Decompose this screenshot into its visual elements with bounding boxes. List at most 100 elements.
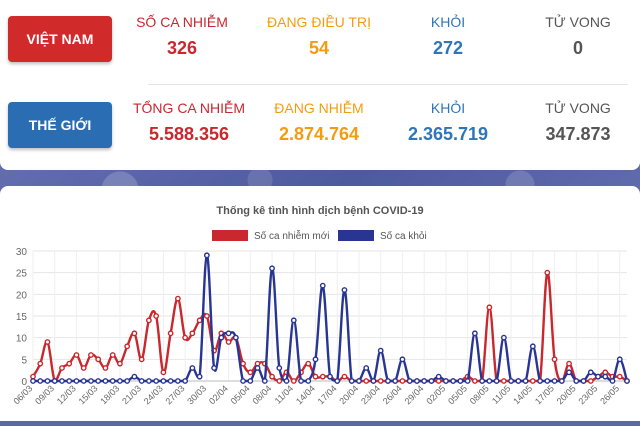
data-point[interactable]	[102, 378, 109, 384]
data-point[interactable]	[160, 378, 167, 384]
data-point[interactable]	[153, 378, 160, 384]
data-point[interactable]	[370, 378, 377, 384]
data-point[interactable]	[551, 356, 558, 363]
legend-label-1[interactable]: Số ca khỏi	[380, 230, 427, 242]
data-point[interactable]	[399, 378, 406, 384]
data-point[interactable]	[573, 378, 580, 384]
data-point[interactable]	[341, 373, 348, 380]
data-point[interactable]	[269, 373, 275, 380]
data-point[interactable]	[109, 378, 116, 384]
data-point[interactable]	[377, 378, 384, 384]
data-point[interactable]	[508, 378, 514, 384]
data-point[interactable]	[117, 360, 123, 367]
data-point[interactable]	[356, 378, 362, 384]
data-point[interactable]	[66, 378, 73, 384]
legend-label-0[interactable]: Số ca nhiễm mới	[254, 229, 329, 242]
data-point[interactable]	[189, 365, 196, 371]
data-point[interactable]	[312, 373, 319, 380]
data-point[interactable]	[544, 378, 551, 384]
data-point[interactable]	[334, 378, 341, 384]
data-point[interactable]	[124, 378, 131, 384]
data-point[interactable]	[479, 378, 486, 384]
data-point[interactable]	[392, 378, 399, 384]
data-point[interactable]	[44, 378, 51, 384]
data-point[interactable]	[558, 378, 565, 384]
data-point[interactable]	[609, 378, 616, 384]
data-point[interactable]	[211, 365, 217, 371]
data-point[interactable]	[305, 360, 312, 367]
data-point[interactable]	[471, 330, 478, 337]
data-point[interactable]	[377, 347, 384, 354]
data-point[interactable]	[59, 365, 65, 371]
data-point[interactable]	[160, 369, 167, 376]
data-point[interactable]	[146, 317, 152, 324]
data-point[interactable]	[225, 339, 232, 345]
data-point[interactable]	[131, 330, 138, 337]
data-point[interactable]	[500, 334, 507, 341]
data-point[interactable]	[174, 295, 181, 302]
data-point[interactable]	[44, 339, 51, 345]
data-point[interactable]	[240, 360, 246, 367]
data-point[interactable]	[109, 352, 116, 358]
data-point[interactable]	[174, 378, 181, 384]
data-point[interactable]	[153, 313, 160, 319]
data-point[interactable]	[218, 334, 225, 341]
data-point[interactable]	[254, 365, 261, 371]
data-point[interactable]	[493, 378, 500, 384]
data-point[interactable]	[616, 373, 623, 380]
data-point[interactable]	[131, 373, 138, 380]
data-point[interactable]	[269, 265, 275, 272]
data-point[interactable]	[471, 378, 478, 384]
data-point[interactable]	[399, 356, 406, 363]
data-point[interactable]	[30, 378, 36, 384]
data-point[interactable]	[88, 378, 94, 384]
data-point[interactable]	[117, 378, 123, 384]
data-point[interactable]	[544, 269, 551, 276]
data-point[interactable]	[95, 356, 102, 363]
data-point[interactable]	[551, 378, 558, 384]
data-point[interactable]	[566, 360, 572, 367]
data-point[interactable]	[88, 352, 94, 358]
data-point[interactable]	[385, 378, 391, 384]
data-point[interactable]	[421, 378, 428, 384]
data-point[interactable]	[124, 343, 131, 350]
data-point[interactable]	[189, 330, 196, 337]
data-point[interactable]	[37, 360, 44, 367]
data-point[interactable]	[80, 378, 87, 384]
data-point[interactable]	[327, 373, 333, 380]
data-point[interactable]	[464, 378, 471, 384]
data-point[interactable]	[529, 343, 536, 350]
data-point[interactable]	[348, 378, 355, 384]
data-point[interactable]	[428, 378, 435, 384]
data-point[interactable]	[290, 378, 297, 384]
data-point[interactable]	[341, 287, 348, 293]
data-point[interactable]	[261, 378, 268, 384]
data-point[interactable]	[240, 378, 246, 384]
data-point[interactable]	[225, 330, 232, 337]
data-point[interactable]	[290, 317, 297, 324]
data-point[interactable]	[595, 373, 601, 380]
data-point[interactable]	[486, 304, 493, 311]
data-point[interactable]	[196, 373, 203, 380]
data-point[interactable]	[319, 282, 326, 289]
data-point[interactable]	[443, 378, 449, 384]
world-button[interactable]: THẾ GIỚI	[8, 102, 112, 148]
data-point[interactable]	[435, 373, 442, 380]
data-point[interactable]	[203, 252, 210, 259]
data-point[interactable]	[276, 378, 283, 384]
data-point[interactable]	[203, 313, 210, 319]
data-point[interactable]	[298, 378, 304, 384]
data-point[interactable]	[247, 369, 254, 376]
data-point[interactable]	[138, 378, 145, 384]
data-point[interactable]	[587, 369, 594, 376]
data-point[interactable]	[363, 378, 370, 384]
data-point[interactable]	[522, 378, 529, 384]
data-point[interactable]	[80, 365, 87, 371]
data-point[interactable]	[457, 378, 464, 384]
data-point[interactable]	[363, 365, 370, 371]
data-point[interactable]	[319, 373, 326, 380]
data-point[interactable]	[283, 378, 290, 384]
data-point[interactable]	[182, 334, 189, 341]
data-point[interactable]	[167, 330, 174, 337]
data-point[interactable]	[37, 378, 44, 384]
